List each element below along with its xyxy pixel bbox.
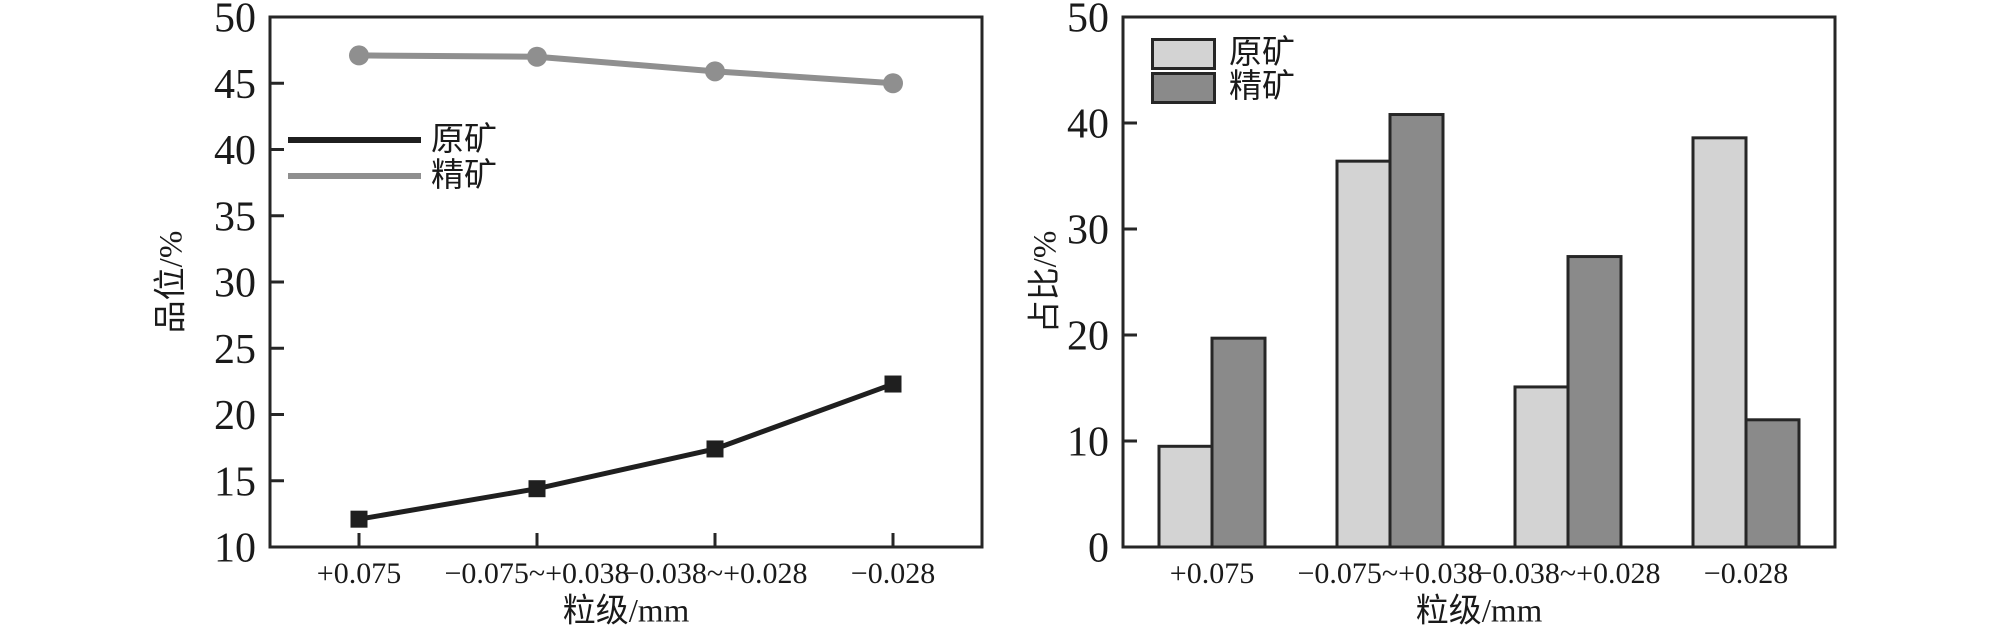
y-tick-label: 15 xyxy=(214,459,256,505)
y-tick-label: 10 xyxy=(214,526,256,572)
legend-label-concentrate: 精矿 xyxy=(1229,69,1295,105)
legend-label-raw-ore: 原矿 xyxy=(431,121,497,158)
square-marker-icon xyxy=(706,440,724,458)
y-tick-label: 20 xyxy=(214,393,256,439)
bar-raw-ore xyxy=(1335,159,1392,549)
bar-concentrate xyxy=(1744,418,1801,549)
y-tick-label: 50 xyxy=(1067,0,1109,42)
concentrate-line-sample xyxy=(288,173,421,179)
y-tick-label: 45 xyxy=(214,62,256,108)
left-legend: 原矿 精矿 xyxy=(288,122,497,194)
y-tick-label: 30 xyxy=(1067,208,1109,254)
x-tick-label: −0.038~+0.028 xyxy=(1475,557,1660,590)
x-tick-label: +0.075 xyxy=(317,557,401,590)
y-tick-label: 0 xyxy=(1088,526,1109,572)
y-tick-label: 30 xyxy=(214,261,256,307)
raw-ore-swatch xyxy=(1151,37,1216,70)
circle-marker-icon xyxy=(349,45,369,66)
series-line-concentrate xyxy=(358,52,894,87)
right-y-axis-title: 占比/% xyxy=(1027,230,1064,334)
x-tick-label: −0.075~+0.038 xyxy=(1297,557,1482,590)
x-tick-label: −0.075~+0.038 xyxy=(444,557,629,590)
y-tick-label: 50 xyxy=(214,0,256,42)
square-marker-icon xyxy=(884,375,902,393)
circle-marker-icon xyxy=(345,166,365,186)
legend-label-concentrate: 精矿 xyxy=(431,157,497,194)
left-x-axis-title: 粒级/mm xyxy=(562,593,690,630)
y-tick-label: 40 xyxy=(214,128,256,174)
legend-item-raw-ore: 原矿 xyxy=(1151,37,1295,70)
concentrate-swatch xyxy=(1151,71,1216,104)
legend-item-concentrate: 精矿 xyxy=(288,158,497,194)
legend-item-raw-ore: 原矿 xyxy=(288,122,497,158)
square-marker-icon xyxy=(528,480,546,498)
legend-item-concentrate: 精矿 xyxy=(1151,71,1295,104)
left-y-axis-title: 品位/% xyxy=(153,230,190,334)
square-marker-icon xyxy=(350,510,368,528)
series-line-raw-ore xyxy=(358,381,894,522)
x-tick-label: −0.028 xyxy=(851,557,935,590)
bar-raw-ore xyxy=(1513,385,1570,549)
bar-concentrate xyxy=(1210,336,1267,549)
bar-concentrate xyxy=(1388,113,1445,549)
bar-concentrate xyxy=(1566,255,1623,549)
plot-frame xyxy=(268,15,984,549)
circle-marker-icon xyxy=(527,46,547,67)
y-tick-label: 35 xyxy=(214,194,256,240)
y-tick-label: 40 xyxy=(1067,102,1109,148)
bar-raw-ore xyxy=(1691,136,1748,549)
y-tick-label: 25 xyxy=(214,327,256,373)
x-tick-label: −0.038~+0.028 xyxy=(622,557,807,590)
x-tick-label: +0.075 xyxy=(1170,557,1254,590)
circle-marker-icon xyxy=(705,61,725,82)
bar-raw-ore xyxy=(1157,444,1214,549)
square-marker-icon xyxy=(346,132,363,149)
legend-label-raw-ore: 原矿 xyxy=(1229,35,1295,71)
circle-marker-icon xyxy=(883,73,903,94)
right-x-axis-title: 粒级/mm xyxy=(1415,593,1543,630)
x-tick-label: −0.028 xyxy=(1704,557,1788,590)
y-tick-label: 10 xyxy=(1067,420,1109,466)
right-legend: 原矿 精矿 xyxy=(1151,37,1295,105)
y-tick-label: 20 xyxy=(1067,314,1109,360)
raw-ore-line-sample xyxy=(288,137,421,143)
plot-frame xyxy=(1121,15,1837,549)
